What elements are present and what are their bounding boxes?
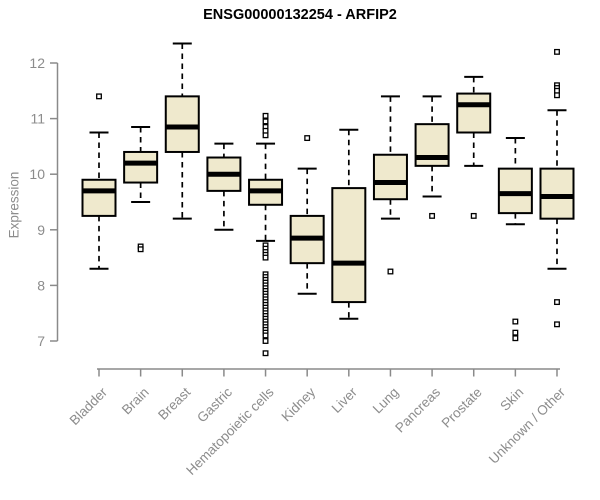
outlier-point bbox=[96, 93, 102, 100]
y-tick-label: 8 bbox=[37, 277, 45, 293]
x-tick-label-unknown-other: Unknown / Other bbox=[486, 384, 569, 467]
outlier-point bbox=[262, 332, 269, 339]
outlier-point bbox=[262, 118, 269, 125]
outlier-point bbox=[554, 92, 560, 99]
y-tick-label: 9 bbox=[37, 222, 45, 238]
x-tick-label-gastric: Gastric bbox=[194, 384, 235, 425]
iqr-box bbox=[164, 95, 200, 153]
outlier-point bbox=[429, 212, 436, 219]
outlier-point bbox=[262, 350, 269, 357]
boxplot-unknown-other bbox=[539, 48, 575, 328]
outlier-point bbox=[387, 268, 394, 275]
boxplot-liver bbox=[331, 128, 367, 320]
iqr-box bbox=[539, 167, 575, 220]
outlier-point bbox=[262, 132, 269, 139]
outlier-point bbox=[137, 246, 144, 253]
outlier-point bbox=[512, 335, 519, 342]
boxplot-gastric bbox=[206, 142, 242, 231]
x-tick-label-pancreas: Pancreas bbox=[392, 384, 443, 435]
boxplot-breast bbox=[164, 42, 200, 220]
x-tick-label-bladder: Bladder bbox=[67, 384, 111, 428]
x-tick-label-kidney: Kidney bbox=[279, 384, 319, 424]
x-tick-label-breast: Breast bbox=[155, 384, 193, 422]
outlier-point bbox=[512, 329, 519, 336]
iqr-box bbox=[497, 167, 533, 215]
x-tick-label-skin: Skin bbox=[497, 385, 526, 414]
outlier-point bbox=[262, 254, 269, 261]
outlier-point bbox=[304, 135, 311, 142]
y-tick-label: 10 bbox=[29, 166, 45, 182]
iqr-box bbox=[123, 150, 159, 184]
y-tick-label: 11 bbox=[30, 111, 45, 127]
outlier-point bbox=[512, 318, 519, 325]
x-tick-label-liver: Liver bbox=[329, 384, 361, 416]
iqr-box bbox=[372, 153, 408, 201]
y-axis: 7 8 9 10 11 12 bbox=[29, 55, 59, 349]
boxplot-skin bbox=[497, 137, 533, 342]
outlier-point bbox=[262, 338, 269, 344]
boxplot-lung bbox=[372, 95, 408, 275]
outlier-point bbox=[554, 48, 560, 55]
boxplot-prostate bbox=[456, 75, 492, 219]
boxplot-kidney bbox=[289, 135, 325, 295]
x-tick-label-brain: Brain bbox=[119, 385, 152, 418]
boxplot-brain bbox=[123, 125, 159, 253]
outlier-point bbox=[554, 299, 560, 306]
y-tick-label: 12 bbox=[29, 55, 45, 71]
outlier-point bbox=[554, 321, 560, 328]
y-tick-label: 7 bbox=[37, 333, 45, 349]
chart-title: ENSG00000132254 - ARFIP2 bbox=[203, 7, 397, 23]
iqr-box bbox=[81, 178, 117, 217]
outlier-point bbox=[262, 112, 269, 119]
x-tick-label-prostate: Prostate bbox=[439, 385, 485, 431]
iqr-box bbox=[456, 92, 492, 134]
x-tick-label-lung: Lung bbox=[370, 385, 402, 417]
boxplot-pancreas bbox=[414, 95, 450, 219]
outlier-point bbox=[470, 212, 477, 219]
boxplot-bladder bbox=[81, 93, 117, 270]
boxplot-hematopoietic-cells bbox=[248, 112, 284, 357]
iqr-box bbox=[331, 187, 367, 304]
